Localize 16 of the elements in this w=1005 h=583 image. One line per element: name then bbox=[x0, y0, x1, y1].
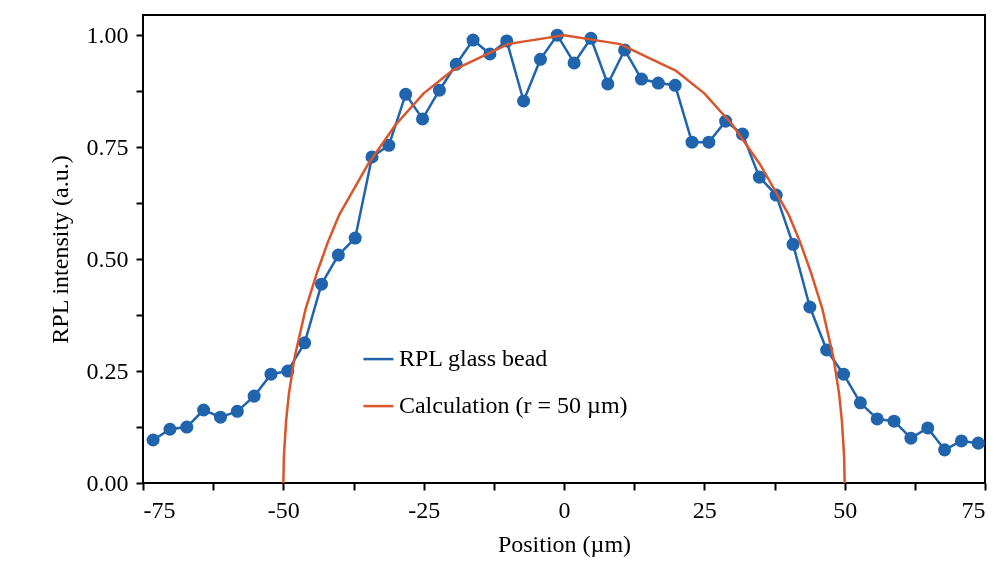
x-tick-label: -50 bbox=[267, 496, 300, 523]
x-tick-label: 25 bbox=[692, 496, 717, 523]
y-tick-label: 1.00 bbox=[86, 21, 129, 48]
x-axis-title: Position (µm) bbox=[497, 530, 632, 557]
y-tick-label: 0.75 bbox=[86, 133, 129, 160]
x-tick-label: -75 bbox=[143, 496, 176, 523]
x-tick-label: 75 bbox=[961, 496, 986, 523]
x-tick-label: 50 bbox=[833, 496, 858, 523]
y-tick-label: 0.50 bbox=[86, 245, 129, 272]
x-tick-label: -25 bbox=[408, 496, 441, 523]
legend-label: RPL glass bead bbox=[398, 345, 548, 372]
legend-label: Calculation (r = 50 µm) bbox=[398, 392, 628, 419]
x-tick-label: 0 bbox=[558, 496, 571, 523]
y-axis-title: RPL intensity (a.u.) bbox=[46, 155, 73, 344]
y-tick-label: 0.25 bbox=[86, 357, 129, 384]
y-tick-label: 0.00 bbox=[86, 469, 129, 496]
